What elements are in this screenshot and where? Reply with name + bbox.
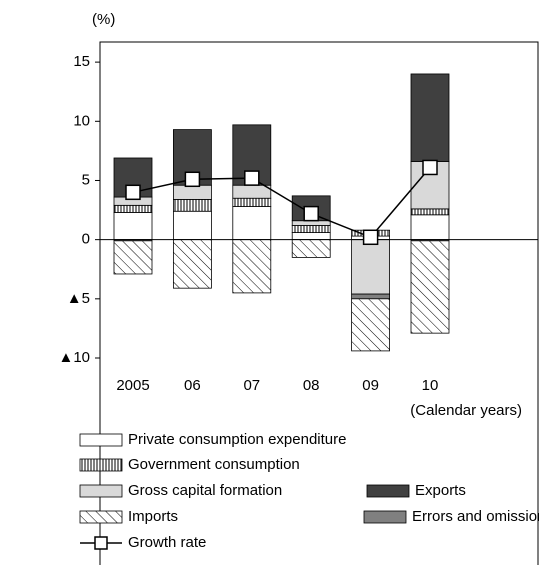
legend-swatch <box>79 510 123 524</box>
y-tick-label: ▲5 <box>67 290 90 307</box>
bar-segment <box>351 298 391 352</box>
legend-label: Exports <box>415 482 466 499</box>
x-tick-label: 06 <box>184 377 201 394</box>
bar-segment <box>291 232 331 241</box>
growth-marker <box>303 205 319 222</box>
growth-line <box>132 166 431 239</box>
bar-segment <box>410 73 450 162</box>
bar-segment <box>232 206 272 241</box>
y-tick-label: ▲10 <box>58 349 90 366</box>
x-tick-label: 07 <box>243 377 260 394</box>
bar-segment <box>172 239 212 289</box>
bar-segment <box>172 210 212 241</box>
y-tick-label: 0 <box>82 231 90 248</box>
bar-segment <box>232 184 272 199</box>
y-tick-label: 10 <box>73 112 90 129</box>
bar-segment <box>113 204 153 213</box>
growth-marker <box>362 229 379 246</box>
legend-swatch <box>79 433 123 447</box>
legend-label: Imports <box>128 508 178 525</box>
legend-marker <box>94 536 108 550</box>
legend-swatch <box>79 458 123 472</box>
growth-marker <box>244 170 260 186</box>
legend-swatch <box>79 484 123 498</box>
y-tick-label: 5 <box>82 171 90 188</box>
y-unit: (%) <box>92 11 115 28</box>
bar-segment <box>410 240 450 334</box>
legend-label: Government consumption <box>128 456 300 473</box>
x-tick-label: 2005 <box>116 377 149 394</box>
legend-label: Gross capital formation <box>128 482 282 499</box>
legend-label: Errors and omissions <box>412 508 539 525</box>
bar-segment <box>410 214 450 241</box>
bar-segment <box>351 293 391 300</box>
bar-segment <box>172 199 212 212</box>
bar-segment <box>291 225 331 233</box>
legend-label: Growth rate <box>128 534 206 551</box>
x-note: (Calendar years) <box>410 402 522 419</box>
frame <box>99 41 539 565</box>
bar-segment <box>291 220 331 226</box>
growth-marker <box>125 184 141 201</box>
bar-segment <box>113 212 153 241</box>
bar-segment <box>232 197 272 207</box>
growth-marker <box>184 171 201 188</box>
legend-swatch <box>363 510 407 524</box>
bar-segment <box>172 184 212 200</box>
bar-segment <box>351 239 391 295</box>
legend-swatch <box>366 484 410 498</box>
bar-segment <box>113 157 153 198</box>
bar-segment <box>232 239 272 294</box>
growth-marker <box>422 159 438 176</box>
legend-label: Private consumption expenditure <box>128 431 346 448</box>
y-tick-label: 15 <box>73 53 90 70</box>
bar-segment <box>113 240 153 275</box>
bar-segment <box>410 208 450 216</box>
bar-segment <box>291 239 331 258</box>
x-tick-label: 09 <box>362 377 379 394</box>
x-tick-label: 08 <box>303 377 320 394</box>
x-tick-label: 10 <box>422 377 439 394</box>
